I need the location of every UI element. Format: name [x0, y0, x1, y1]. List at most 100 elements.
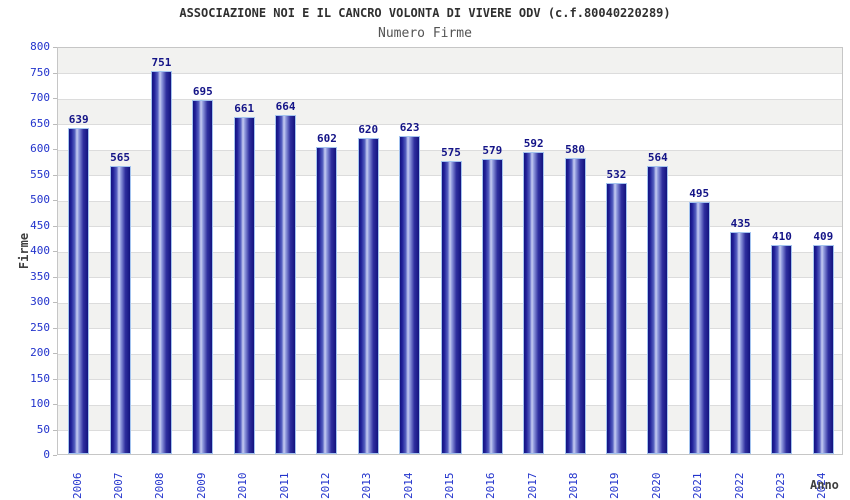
bar: [481, 158, 503, 454]
x-tick-label: 2018: [567, 472, 581, 500]
y-tick-mark: [53, 429, 57, 431]
y-tick-label: 300: [30, 295, 50, 308]
bar: [730, 232, 752, 454]
x-tick-label: 2007: [112, 472, 126, 500]
bar-value-label: 620: [358, 122, 379, 136]
bar: [275, 115, 297, 454]
y-tick-label: 350: [30, 269, 50, 283]
bar: [192, 99, 214, 454]
chart-subtitle: Numero Firme: [378, 26, 472, 41]
y-tick-mark: [53, 174, 57, 176]
bar: [233, 116, 255, 454]
x-tick-label: 2011: [277, 472, 291, 500]
bar: [523, 152, 545, 454]
bar-value-label: 410: [772, 229, 792, 243]
x-tick-label: 2009: [194, 472, 208, 500]
bar-value-label: 580: [565, 143, 586, 157]
y-tick-label: 100: [30, 397, 50, 410]
y-tick-label: 450: [30, 218, 50, 232]
bar-value-label: 575: [441, 145, 461, 159]
y-tick-mark: [53, 251, 57, 252]
y-tick-mark: [53, 98, 57, 99]
y-tick-label: 800: [30, 40, 50, 53]
gridline: [58, 98, 842, 100]
x-tick-label: 2008: [153, 472, 167, 500]
bar-value-label: 639: [68, 113, 89, 127]
y-tick-label: 750: [30, 65, 50, 79]
bar: [605, 182, 627, 454]
bar: [109, 165, 131, 454]
y-tick-mark: [53, 404, 57, 405]
y-tick-label: 600: [30, 142, 50, 155]
x-tick-label: 2015: [443, 472, 456, 500]
x-tick-label: 2006: [70, 472, 84, 500]
x-axis-title: Anno: [810, 478, 839, 492]
bar: [647, 166, 669, 454]
x-tick-label: 2017: [525, 472, 539, 500]
y-tick-mark: [53, 378, 57, 380]
y-axis-title: Firme: [17, 232, 31, 270]
bar-value-label: 592: [523, 137, 544, 151]
bar: [564, 158, 586, 454]
bar: [68, 128, 90, 454]
y-tick-label: 50: [36, 422, 50, 436]
y-tick-mark: [53, 47, 57, 48]
bar-value-label: 495: [689, 186, 710, 200]
bar: [771, 244, 793, 454]
y-tick-label: 550: [30, 167, 50, 181]
bar-value-label: 661: [234, 101, 255, 115]
y-tick-label: 400: [30, 244, 50, 257]
x-tick-label: 2022: [732, 472, 746, 500]
bar: [688, 201, 710, 454]
y-tick-mark: [53, 353, 57, 354]
x-tick-label: 2023: [773, 472, 787, 500]
x-tick-label: 2010: [236, 472, 250, 500]
bar-value-label: 695: [192, 84, 213, 98]
x-tick-label: 2014: [401, 472, 415, 500]
bar-value-label: 751: [151, 55, 172, 69]
y-tick-mark: [53, 123, 57, 125]
bar-value-label: 623: [399, 121, 420, 135]
y-tick-mark: [53, 302, 57, 303]
chart-title: ASSOCIAZIONE NOI E IL CANCRO VOLONTA DI …: [179, 6, 671, 20]
y-tick-label: 200: [30, 346, 50, 359]
bar: [357, 137, 379, 454]
y-tick-mark: [53, 72, 57, 74]
bar: [440, 160, 462, 454]
bar: [399, 136, 421, 454]
plot-area: 639 565 751 695 661 664 602 620 623 575 579 592 580 5…: [57, 47, 843, 455]
y-tick-label: 700: [30, 91, 50, 104]
x-tick-label: 2012: [318, 472, 332, 500]
y-tick-label: 650: [30, 116, 50, 130]
bar-value-label: 409: [813, 230, 834, 244]
y-tick-label: 500: [30, 193, 50, 206]
y-tick-mark: [53, 149, 57, 150]
bar: [812, 245, 834, 454]
gridline: [58, 124, 842, 125]
y-tick-label: 150: [30, 371, 50, 385]
gridline: [58, 149, 842, 151]
y-tick-mark: [53, 276, 57, 278]
y-tick-label: 0: [43, 448, 50, 461]
x-tick-label: 2013: [360, 472, 374, 500]
gridline: [58, 73, 842, 74]
bar-value-label: 564: [647, 151, 668, 165]
bar: [150, 71, 172, 454]
x-tick-label: 2019: [608, 472, 622, 500]
y-tick-mark: [53, 225, 57, 227]
bar-value-label: 435: [730, 217, 751, 231]
bar-value-label: 532: [606, 167, 627, 181]
x-tick-label: 2021: [691, 472, 705, 500]
y-tick-mark: [53, 327, 57, 329]
x-tick-label: 2020: [649, 472, 663, 500]
bar-value-label: 565: [110, 150, 130, 164]
bar-value-label: 602: [316, 131, 337, 145]
bar-value-label: 579: [482, 143, 503, 157]
x-tick-label: 2016: [484, 472, 498, 500]
y-tick-mark: [53, 455, 57, 456]
bar: [316, 146, 338, 454]
bar-value-label: 664: [275, 100, 296, 114]
y-tick-mark: [53, 200, 57, 201]
y-tick-label: 250: [30, 320, 50, 334]
